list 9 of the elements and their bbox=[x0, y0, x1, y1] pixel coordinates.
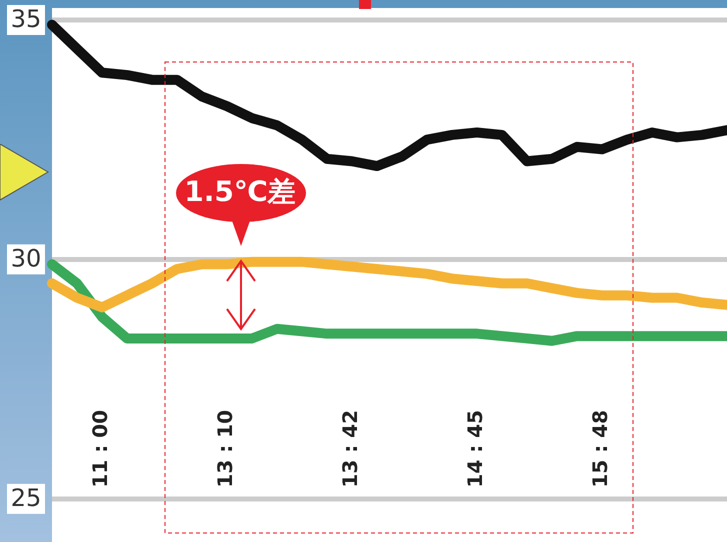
annotation: 1.5℃差 bbox=[183, 174, 297, 210]
x-tick-label: 13 : 42 bbox=[338, 410, 362, 488]
x-tick-label: 15 : 48 bbox=[588, 410, 612, 488]
x-tick-label: 14 : 45 bbox=[463, 410, 488, 488]
x-tick-label: 13 : 10 bbox=[213, 410, 238, 488]
y-tick-label: 25 bbox=[10, 484, 42, 512]
x-tick-label: 11 : 00 bbox=[88, 410, 112, 488]
y-tick-label: 35 bbox=[10, 5, 42, 34]
y-tick-label: 30 bbox=[10, 244, 42, 273]
